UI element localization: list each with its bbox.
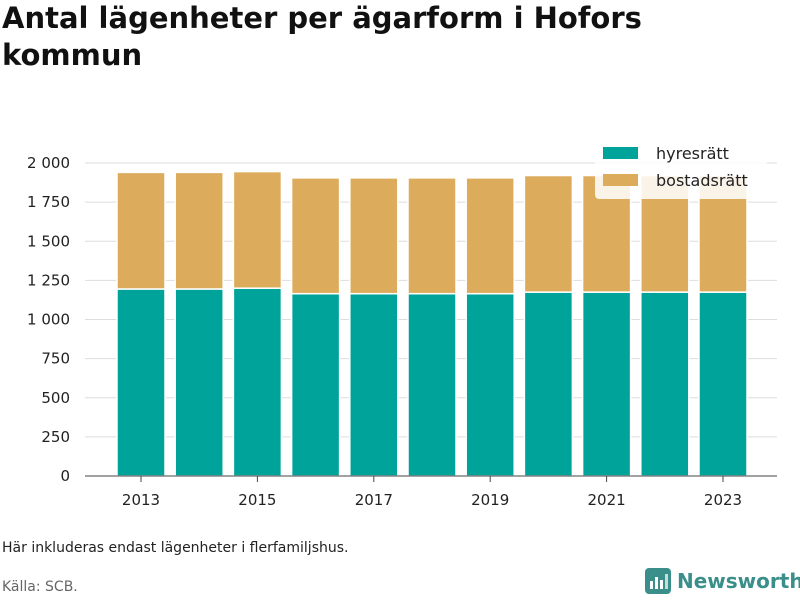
x-tick-label: 2013 [122,491,160,509]
bar-segment [698,291,748,477]
x-axis: 2013 2015 2017 2019 2021 2023 [85,475,777,509]
x-tick-label: 2019 [471,491,509,509]
bar-segment [116,288,166,477]
y-tick-label: 0 [60,467,70,485]
y-axis-ticks: 0 250 500 750 1 000 1 250 1 500 1 750 2 000 [27,154,70,485]
x-tick-label: 2023 [704,491,742,509]
bar-segment [407,177,457,295]
y-tick-label: 2 000 [27,154,70,172]
chart-title: Antal lägenheter per ägarform i Hofors k… [2,1,642,72]
bar-segment [581,291,632,477]
bar-segment [349,177,399,295]
y-tick-label: 1 000 [27,311,70,329]
newsworthy-logo-icon [645,568,671,594]
legend-label: hyresrätt [656,144,729,163]
legend-swatch [603,147,638,159]
y-tick-label: 250 [41,428,70,446]
bar-segment [232,287,283,477]
x-tick-label: 2015 [238,491,276,509]
bar-segment [174,171,224,290]
bar-segment [174,288,224,477]
bars [116,170,748,477]
bar-segment [640,291,690,477]
y-tick-label: 500 [41,389,70,407]
bar-segment [465,177,515,295]
source: Källa: SCB. [2,579,78,595]
y-tick-label: 1 750 [27,193,70,211]
bar-segment [407,292,457,477]
brand-name: Newsworthy [677,569,800,593]
bar-segment [523,291,574,477]
brand-logo: Newsworthy [645,568,800,594]
x-tick-label: 2017 [355,491,393,509]
y-tick-label: 750 [41,350,70,368]
legend: hyresrätt bostadsrätt [595,137,767,199]
bar-segment [232,170,283,289]
bar-segment [290,292,341,477]
bar-segment [349,292,399,477]
y-tick-label: 1 500 [27,232,70,250]
bar-segment [523,174,574,293]
chart: 0 250 500 750 1 000 1 250 1 500 1 750 2 000 2013… [27,137,777,509]
legend-swatch [603,174,638,186]
y-tick-label: 1 250 [27,271,70,289]
bar-segment [465,292,515,477]
x-tick-label: 2021 [588,491,626,509]
bar-segment [290,177,341,295]
bar-segment [116,171,166,290]
legend-label: bostadsrätt [656,171,748,190]
footnote: Här inkluderas endast lägenheter i flerf… [2,540,349,556]
